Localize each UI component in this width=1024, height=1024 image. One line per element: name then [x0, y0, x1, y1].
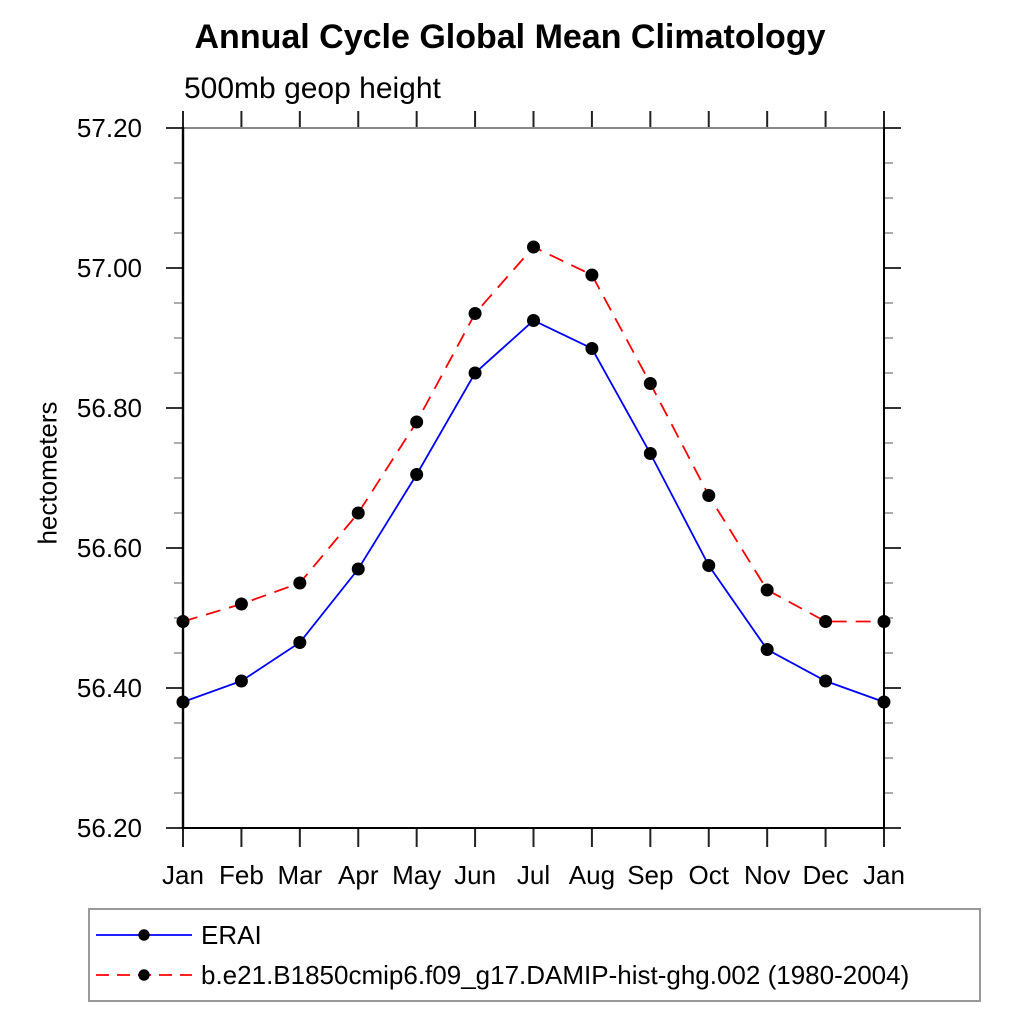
data-point-damip-hist-ghg-sep-8 [643, 377, 657, 390]
x-tick-label: Jan [863, 860, 905, 890]
data-point-erai-apr-3 [351, 562, 365, 576]
x-tick-label: Oct [689, 860, 730, 890]
x-tick-label: Apr [338, 860, 379, 890]
data-point-damip-hist-ghg-feb-1 [234, 597, 248, 611]
x-tick-label: May [392, 860, 441, 890]
data-point-damip-hist-ghg-mar-2 [293, 576, 307, 590]
x-tick-label: Jan [162, 860, 204, 890]
legend-box: ERAI b.e21.B1850cmip6.f09_g17.DAMIP-hist… [88, 908, 981, 1002]
data-point-damip-hist-ghg-jul-6 [527, 240, 540, 254]
data-point-damip-hist-ghg-apr-3 [351, 506, 365, 520]
x-tick-label: Sep [627, 860, 673, 890]
data-point-erai-jun-5 [468, 366, 482, 380]
legend-line-sample-damip-hist-ghg [96, 969, 192, 981]
x-tick-label: Feb [219, 860, 264, 890]
data-point-damip-hist-ghg-nov-10 [760, 583, 774, 597]
series-line-erai [182, 319, 885, 703]
data-point-erai-sep-8 [643, 447, 657, 460]
data-point-erai-jan-0 [176, 695, 190, 709]
y-tick-label: 57.20 [77, 113, 142, 143]
legend-entry-damip-hist-ghg: b.e21.B1850cmip6.f09_g17.DAMIP-hist-ghg.… [90, 960, 979, 990]
data-point-damip-hist-ghg-jan-12 [877, 615, 891, 628]
data-point-damip-hist-ghg-jun-5 [468, 307, 482, 320]
data-point-damip-hist-ghg-jan-0 [176, 615, 190, 628]
data-point-erai-mar-2 [293, 636, 307, 649]
legend-line-sample-erai [96, 929, 192, 941]
chart-subtitle: 500mb geop height [184, 72, 441, 105]
data-point-damip-hist-ghg-oct-9 [702, 489, 716, 502]
y-tick-label: 56.80 [77, 393, 142, 423]
data-point-erai-jul-6 [527, 314, 540, 327]
data-point-erai-nov-10 [760, 643, 774, 656]
data-point-erai-jan-12 [877, 695, 891, 709]
x-tick-label: Jun [454, 860, 496, 890]
data-point-erai-aug-7 [585, 342, 599, 355]
x-tick-label: Aug [569, 860, 615, 890]
y-tick-label: 56.20 [77, 813, 142, 843]
x-tick-label: Jul [517, 860, 550, 890]
y-tick-label: 56.40 [77, 673, 142, 703]
data-point-damip-hist-ghg-dec-11 [819, 615, 833, 628]
legend-entry-erai: ERAI [90, 920, 979, 950]
y-tick-label: 57.00 [77, 253, 142, 283]
data-point-erai-feb-1 [234, 674, 248, 688]
data-point-erai-oct-9 [702, 559, 716, 572]
legend-label-damip-hist-ghg: b.e21.B1850cmip6.f09_g17.DAMIP-hist-ghg.… [201, 959, 910, 990]
series-line-damip-hist-ghg [182, 245, 884, 623]
legend-label-erai: ERAI [201, 919, 262, 950]
chart-title: Annual Cycle Global Mean Climatology [194, 18, 826, 56]
data-point-damip-hist-ghg-may-4 [410, 415, 424, 429]
x-tick-label: Dec [802, 860, 848, 890]
data-point-erai-dec-11 [819, 674, 833, 688]
y-tick-label: 56.60 [77, 533, 142, 563]
x-tick-label: Mar [277, 860, 322, 890]
data-point-damip-hist-ghg-aug-7 [585, 268, 599, 282]
data-point-erai-may-4 [410, 468, 424, 481]
x-tick-label: Nov [744, 860, 790, 890]
